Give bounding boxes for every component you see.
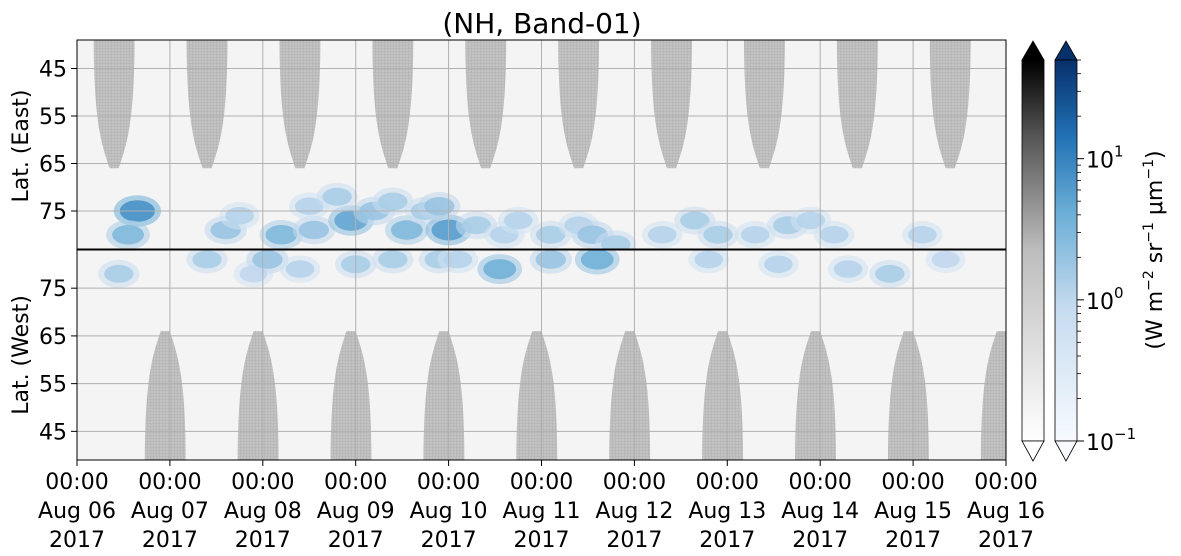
colorbar-greys-extend-bottom xyxy=(1021,440,1045,462)
night-shade-west xyxy=(237,331,279,460)
xtick-label: 00:00 Aug 07 2017 xyxy=(131,470,209,553)
radiance-cell xyxy=(601,235,631,249)
radiance-cell xyxy=(265,225,298,245)
colorbar-ticks: 101 100 10−1 xyxy=(1077,59,1136,456)
radiance-cell xyxy=(680,211,710,230)
xtick-label: 00:00 Aug 13 2017 xyxy=(688,470,766,553)
xtick-label: 00:00 Aug 16 2017 xyxy=(967,470,1045,553)
night-shade-west xyxy=(702,331,744,460)
radiance-cell xyxy=(252,250,283,269)
radiance-cell xyxy=(443,250,473,269)
night-shade-east xyxy=(372,40,414,169)
ytick-label-west: 75 xyxy=(39,277,67,302)
xtick-label: 00:00 Aug 06 2017 xyxy=(38,470,116,553)
ytick-label-west: 55 xyxy=(39,373,67,398)
radiance-cell xyxy=(833,260,863,278)
xtick-label: 00:00 Aug 14 2017 xyxy=(781,470,859,553)
east-ylabel: Lat. (East) xyxy=(9,90,34,203)
night-shade-west xyxy=(609,331,651,460)
xtick-label: 00:00 Aug 11 2017 xyxy=(503,470,581,553)
radiance-cell xyxy=(225,207,254,225)
radiance-cell xyxy=(908,226,937,244)
west-night-shading xyxy=(144,331,1006,460)
night-shade-east xyxy=(279,40,321,169)
ytick-label-west: 65 xyxy=(39,325,67,350)
night-shade-west xyxy=(516,331,558,460)
east-y-ticks: 45 55 65 75 xyxy=(39,58,77,225)
night-shade-west xyxy=(980,331,1006,460)
ytick-label-east: 45 xyxy=(39,58,67,83)
radiance-cell xyxy=(740,226,770,244)
night-shade-east xyxy=(93,40,135,169)
colorbar-blues-extend-top xyxy=(1054,40,1078,61)
radiance-cell xyxy=(390,220,423,240)
radiance-cell xyxy=(647,226,677,244)
xtick-label: 00:00 Aug 15 2017 xyxy=(874,470,952,553)
radiance-cell xyxy=(378,192,408,211)
xtick-label: 00:00 Aug 08 2017 xyxy=(224,470,302,553)
radiance-cell xyxy=(424,196,455,216)
radiance-cell xyxy=(104,264,134,283)
radiance-cell xyxy=(703,225,733,244)
west-y-ticks: 75 65 55 45 xyxy=(39,277,77,445)
xtick-label: 00:00 Aug 09 2017 xyxy=(317,470,395,553)
colorbar-blues-extend-bottom xyxy=(1054,440,1078,462)
night-shade-west xyxy=(795,331,836,460)
radiance-cell xyxy=(322,187,352,206)
night-shade-east xyxy=(186,40,228,169)
colorbar-blues-body xyxy=(1054,59,1078,442)
xtick-label: 00:00 Aug 10 2017 xyxy=(410,470,488,553)
radiance-cell xyxy=(931,251,960,269)
colorbar-blues xyxy=(1054,40,1078,462)
west-ylabel: Lat. (West) xyxy=(9,295,34,415)
radiance-cell xyxy=(192,250,222,269)
east-radiance-cells xyxy=(106,182,943,249)
colorbar-label: (W m−2 sr−1 μm−1) xyxy=(1141,150,1168,349)
east-panel-frame xyxy=(76,39,1007,250)
night-shade-east xyxy=(465,40,507,169)
east-night-shading xyxy=(93,40,971,169)
radiance-cell xyxy=(819,226,849,244)
radiance-cell xyxy=(694,250,724,269)
night-shade-west xyxy=(888,331,929,460)
radiance-cell xyxy=(378,250,408,269)
radiance-cell xyxy=(764,255,793,274)
chart-title: (NH, Band-01) xyxy=(442,7,641,40)
radiance-cell xyxy=(483,259,517,280)
ytick-label-east: 55 xyxy=(39,105,67,130)
radiance-cell xyxy=(503,211,533,230)
radiance-cell xyxy=(536,225,566,244)
radiance-cell xyxy=(285,260,315,278)
radiance-cell xyxy=(796,211,826,230)
radiance-cell xyxy=(580,250,614,270)
night-shade-west xyxy=(144,331,186,460)
ytick-label-east: 75 xyxy=(39,200,67,225)
colorbar-tick-label: 101 xyxy=(1086,143,1124,174)
colorbar-greys-extend-top xyxy=(1021,40,1045,61)
colorbar-greys-body xyxy=(1021,59,1045,442)
ytick-label-east: 65 xyxy=(39,153,67,178)
night-shade-east xyxy=(744,40,785,169)
colorbar-tick-label: 10−1 xyxy=(1086,425,1136,456)
radiance-cell xyxy=(875,264,905,283)
radiance-cell xyxy=(461,216,492,235)
night-shade-east xyxy=(558,40,600,169)
night-shade-east xyxy=(651,40,692,169)
night-shade-west xyxy=(330,331,372,460)
ytick-label-west: 45 xyxy=(39,420,67,445)
radiance-cell xyxy=(298,220,330,240)
xtick-label: 00:00 Aug 12 2017 xyxy=(595,470,673,553)
radiance-cell xyxy=(112,225,145,245)
night-shade-east xyxy=(836,40,878,169)
west-radiance-cells xyxy=(98,250,966,288)
night-shade-east xyxy=(929,40,971,169)
colorbar-greys xyxy=(1021,40,1045,462)
radiance-cell xyxy=(535,250,566,269)
night-shade-west xyxy=(423,331,465,460)
colorbar-tick-label: 100 xyxy=(1086,284,1124,315)
